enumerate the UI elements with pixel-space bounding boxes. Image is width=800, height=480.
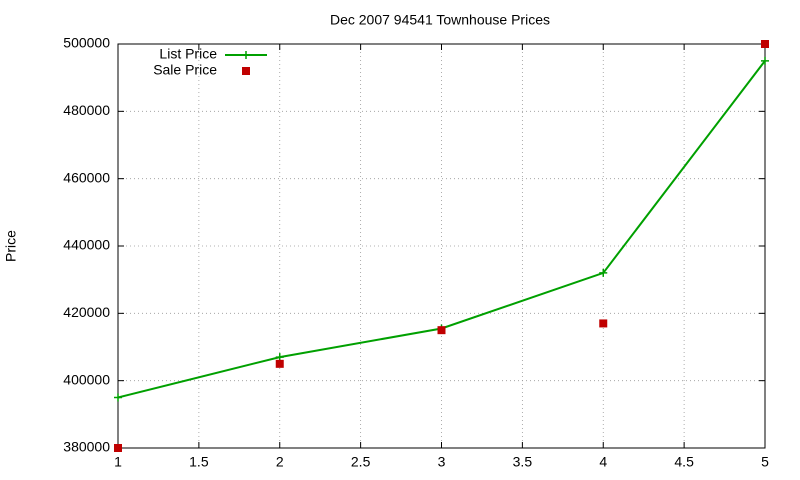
legend-label: List Price (159, 46, 217, 62)
point-marker (599, 319, 608, 328)
point-marker (114, 444, 122, 452)
legend-marker (242, 51, 250, 59)
y-tick-label: 420000 (63, 304, 110, 320)
x-tick-label: 2 (276, 454, 284, 470)
x-tick-label: 3.5 (513, 454, 533, 470)
y-tick-label: 460000 (63, 169, 110, 185)
y-tick-label: 500000 (63, 35, 110, 51)
x-tick-label: 5 (761, 454, 769, 470)
point-marker (599, 268, 608, 277)
x-tick-label: 2.5 (351, 454, 371, 470)
x-tick-label: 3 (438, 454, 446, 470)
x-tick-label: 1.5 (189, 454, 209, 470)
y-tick-label: 380000 (63, 439, 110, 455)
y-tick-label: 400000 (63, 371, 110, 387)
point-marker (275, 359, 284, 368)
series-line (117, 60, 766, 399)
legend-marker (242, 67, 250, 75)
y-tick-label: 480000 (63, 102, 110, 118)
plot-frame (117, 43, 766, 449)
x-tick-label: 1 (114, 454, 122, 470)
legend-label: Sale Price (153, 62, 217, 78)
x-tick-label: 4 (599, 454, 607, 470)
y-axis-label: Price (3, 230, 19, 262)
chart-title: Dec 2007 94541 Townhouse Prices (330, 12, 550, 28)
point-marker (114, 393, 122, 402)
point-marker (761, 40, 769, 48)
y-tick-label: 440000 (63, 237, 110, 253)
point-marker (275, 353, 284, 362)
point-marker (437, 326, 446, 335)
x-tick-label: 4.5 (674, 454, 694, 470)
point-marker (761, 56, 769, 65)
